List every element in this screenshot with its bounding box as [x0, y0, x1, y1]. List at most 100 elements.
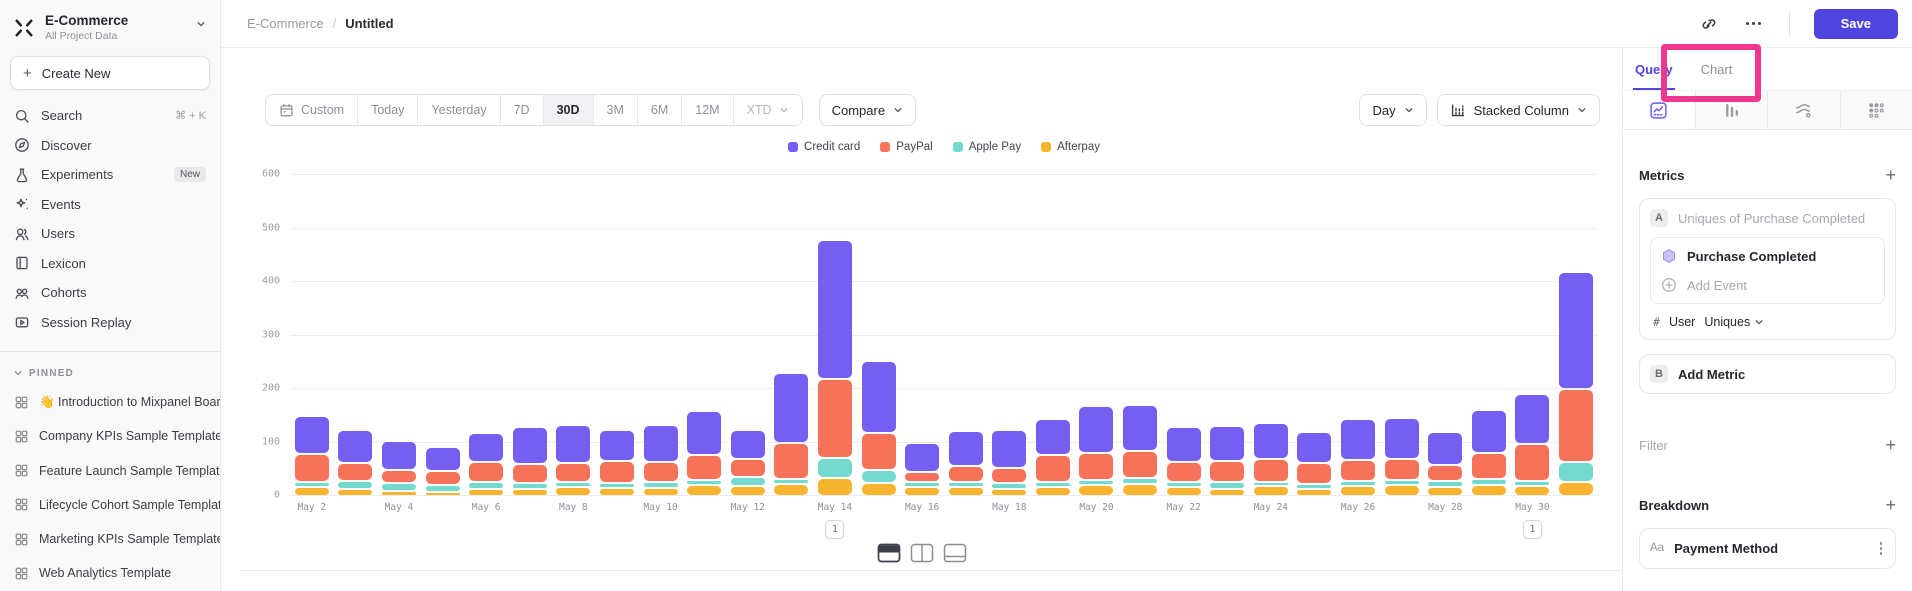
bar-segment-afterpay[interactable] — [512, 489, 547, 495]
bar-segment-afterpay[interactable] — [774, 485, 809, 495]
bar-segment-apple-pay[interactable] — [1341, 482, 1376, 485]
bar-segment-paypal[interactable] — [1384, 460, 1419, 479]
sidebar-item-events[interactable]: Events — [0, 190, 220, 220]
bar-segment-paypal[interactable] — [1515, 444, 1550, 480]
bar-may-7[interactable] — [512, 426, 547, 495]
bar-segment-afterpay[interactable] — [1253, 487, 1288, 495]
bar-segment-credit-card[interactable] — [817, 241, 852, 378]
bar-segment-credit-card[interactable] — [948, 431, 983, 466]
project-switcher[interactable]: E-Commerce All Project Data — [0, 0, 220, 48]
bar-may-27[interactable] — [1384, 417, 1419, 495]
add-metric-card[interactable]: B Add Metric — [1639, 354, 1896, 394]
range-custom-button[interactable]: Custom — [266, 95, 357, 125]
bar-may-4[interactable] — [381, 440, 416, 495]
metric-row-a[interactable]: A Uniques of Purchase Completed — [1650, 209, 1885, 227]
count-type-dropdown[interactable]: Uniques — [1704, 315, 1764, 329]
bar-may-8[interactable] — [556, 424, 591, 495]
bar-segment-apple-pay[interactable] — [381, 483, 416, 490]
bar-segment-credit-card[interactable] — [1035, 419, 1070, 454]
bar-segment-paypal[interactable] — [469, 462, 504, 481]
range-7d-button[interactable]: 7D — [499, 95, 543, 125]
bar-segment-credit-card[interactable] — [1428, 433, 1463, 464]
bar-segment-apple-pay[interactable] — [1253, 482, 1288, 486]
sidebar-board-web-analytics-template[interactable]: Web Analytics Template — [0, 556, 220, 590]
bar-segment-apple-pay[interactable] — [1428, 481, 1463, 487]
bar-may-9[interactable] — [599, 429, 634, 495]
bar-segment-paypal[interactable] — [817, 379, 852, 458]
bar-segment-apple-pay[interactable] — [338, 481, 373, 489]
sidebar-item-search[interactable]: Search ⌘ + K — [0, 101, 220, 131]
bar-segment-afterpay[interactable] — [1341, 486, 1376, 495]
bar-segment-apple-pay[interactable] — [905, 483, 940, 486]
bar-segment-paypal[interactable] — [774, 444, 809, 478]
bar-segment-paypal[interactable] — [1253, 459, 1288, 481]
save-button[interactable]: Save — [1813, 8, 1898, 39]
bar-segment-afterpay[interactable] — [1297, 489, 1332, 495]
bar-may-31[interactable] — [1559, 271, 1594, 495]
bar-may-19[interactable] — [1035, 418, 1070, 495]
bar-segment-credit-card[interactable] — [1079, 407, 1114, 452]
bar-segment-afterpay[interactable] — [948, 488, 983, 495]
bar-segment-afterpay[interactable] — [1123, 485, 1158, 495]
bar-may-6[interactable] — [469, 432, 504, 495]
bar-segment-apple-pay[interactable] — [469, 482, 504, 489]
add-filter-plus-icon[interactable]: + — [1885, 435, 1896, 455]
bar-segment-credit-card[interactable] — [294, 417, 329, 453]
sidebar-item-session-replay[interactable]: Session Replay — [0, 308, 220, 338]
copy-link-icon[interactable] — [1700, 15, 1718, 33]
bar-may-5[interactable] — [425, 446, 460, 495]
breakdown-card[interactable]: Aa Payment Method — [1639, 528, 1896, 569]
bar-may-10[interactable] — [643, 424, 678, 495]
count-entity[interactable]: User — [1668, 315, 1696, 329]
bar-segment-afterpay[interactable] — [1035, 487, 1070, 495]
bar-may-23[interactable] — [1210, 425, 1245, 495]
bar-may-29[interactable] — [1471, 409, 1506, 495]
bar-segment-apple-pay[interactable] — [861, 470, 896, 483]
bar-segment-apple-pay[interactable] — [687, 480, 722, 485]
bar-segment-afterpay[interactable] — [425, 492, 460, 495]
bar-segment-apple-pay[interactable] — [1515, 481, 1550, 485]
bar-segment-afterpay[interactable] — [1210, 490, 1245, 495]
bar-segment-apple-pay[interactable] — [512, 484, 547, 488]
bar-segment-paypal[interactable] — [381, 470, 416, 482]
bar-may-15[interactable] — [861, 360, 896, 495]
bar-segment-paypal[interactable] — [425, 472, 460, 484]
bar-may-3[interactable] — [338, 429, 373, 495]
bar-segment-afterpay[interactable] — [817, 478, 852, 495]
bar-segment-paypal[interactable] — [1471, 453, 1506, 479]
bar-segment-credit-card[interactable] — [1123, 406, 1158, 451]
bar-segment-credit-card[interactable] — [512, 428, 547, 463]
bar-segment-paypal[interactable] — [1428, 466, 1463, 480]
layout-split-horizontal-icon[interactable] — [877, 543, 901, 563]
funnels-tab[interactable] — [1694, 91, 1767, 129]
bar-may-28[interactable] — [1428, 431, 1463, 495]
bar-segment-paypal[interactable] — [338, 463, 373, 480]
bar-may-11[interactable] — [687, 410, 722, 495]
bar-segment-paypal[interactable] — [1123, 452, 1158, 478]
bar-segment-credit-card[interactable] — [861, 362, 896, 432]
sidebar-item-discover[interactable]: Discover — [0, 131, 220, 161]
kebab-menu-icon[interactable] — [1877, 539, 1886, 558]
tab-query[interactable]: Query — [1633, 48, 1675, 90]
bar-segment-afterpay[interactable] — [294, 487, 329, 495]
bar-segment-paypal[interactable] — [905, 473, 940, 482]
bar-segment-credit-card[interactable] — [1384, 419, 1419, 459]
bar-segment-credit-card[interactable] — [1471, 411, 1506, 452]
bar-segment-apple-pay[interactable] — [1035, 482, 1070, 486]
range-3m-button[interactable]: 3M — [592, 95, 637, 125]
bar-segment-afterpay[interactable] — [730, 487, 765, 495]
bar-segment-credit-card[interactable] — [687, 411, 722, 454]
bar-segment-paypal[interactable] — [1341, 460, 1376, 481]
sidebar-board-company-kpis-sample-template[interactable]: Company KPIs Sample Template — [0, 419, 220, 453]
bar-segment-credit-card[interactable] — [1515, 394, 1550, 443]
breadcrumb-project[interactable]: E-Commerce — [247, 16, 324, 31]
bar-segment-afterpay[interactable] — [556, 487, 591, 495]
bar-may-2[interactable] — [294, 415, 329, 495]
legend-item-apple-pay[interactable]: Apple Pay — [952, 141, 1021, 153]
sidebar-item-users[interactable]: Users — [0, 219, 220, 249]
bar-segment-afterpay[interactable] — [469, 490, 504, 495]
bar-segment-credit-card[interactable] — [381, 441, 416, 469]
bar-may-21[interactable] — [1123, 404, 1158, 495]
range-today-button[interactable]: Today — [357, 95, 417, 125]
bar-segment-afterpay[interactable] — [1515, 486, 1550, 495]
